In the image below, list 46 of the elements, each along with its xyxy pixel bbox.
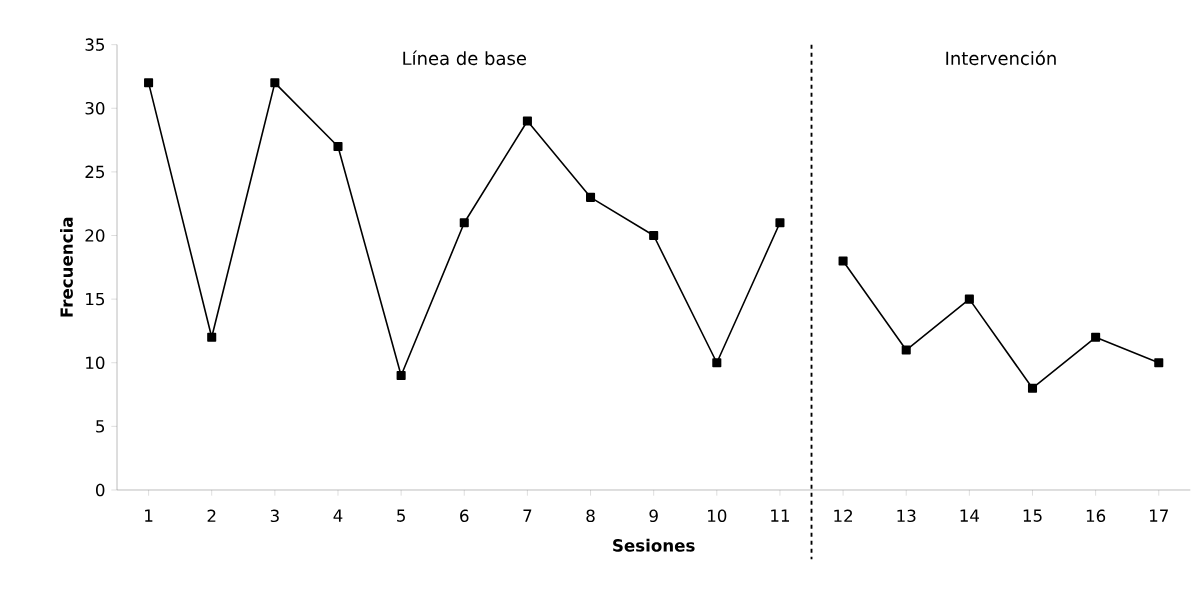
point [838, 256, 848, 266]
annotation: Intervención [946, 50, 1056, 66]
x-tick-label: 14 [960, 509, 980, 522]
x-tick-label: 10 [708, 509, 727, 523]
x-tick-label: 1 [145, 509, 153, 522]
point [649, 230, 659, 241]
x-tick-label: 17 [1150, 509, 1168, 522]
point [144, 78, 154, 88]
y-axis-title: Frecuencia [60, 217, 73, 317]
point [586, 192, 596, 202]
x-tick-label: 3 [270, 509, 279, 523]
point [522, 116, 532, 126]
x-tick-label: 11 [771, 509, 790, 522]
x-axis-title: Sesiones [613, 538, 695, 552]
y-tick-label: 35 [85, 38, 105, 51]
point [459, 218, 469, 228]
y-tick-label: 20 [85, 229, 105, 242]
point [207, 332, 217, 342]
point [1091, 332, 1101, 342]
y-tick-label: 0 [96, 483, 105, 497]
point [1154, 358, 1164, 368]
y-tick-label: 15 [86, 292, 105, 306]
point [712, 358, 722, 368]
x-tick-label: 8 [586, 509, 595, 523]
annotation: Línea de base [403, 50, 526, 66]
y-tick-label: 25 [85, 165, 105, 179]
x-tick-label: 13 [897, 509, 916, 523]
point [270, 78, 280, 88]
point [964, 294, 974, 304]
y-tick-label: 10 [86, 356, 105, 370]
point [1027, 383, 1038, 393]
x-tick-label: 12 [834, 509, 853, 522]
x-tick-label: 15 [1023, 509, 1042, 522]
point [333, 141, 343, 151]
y-tick-label: 5 [96, 420, 105, 433]
x-tick-label: 4 [333, 509, 343, 522]
x-tick-label: 16 [1086, 509, 1106, 523]
x-tick-label: 5 [397, 509, 405, 522]
x-tick-label: 6 [460, 509, 469, 523]
point [901, 345, 911, 355]
x-tick-label: 7 [523, 509, 532, 522]
y-tick-label: 30 [85, 101, 105, 115]
x-tick-label: 2 [207, 509, 216, 522]
x-tick-label: 9 [649, 509, 658, 523]
point [396, 370, 406, 381]
point [775, 218, 785, 228]
